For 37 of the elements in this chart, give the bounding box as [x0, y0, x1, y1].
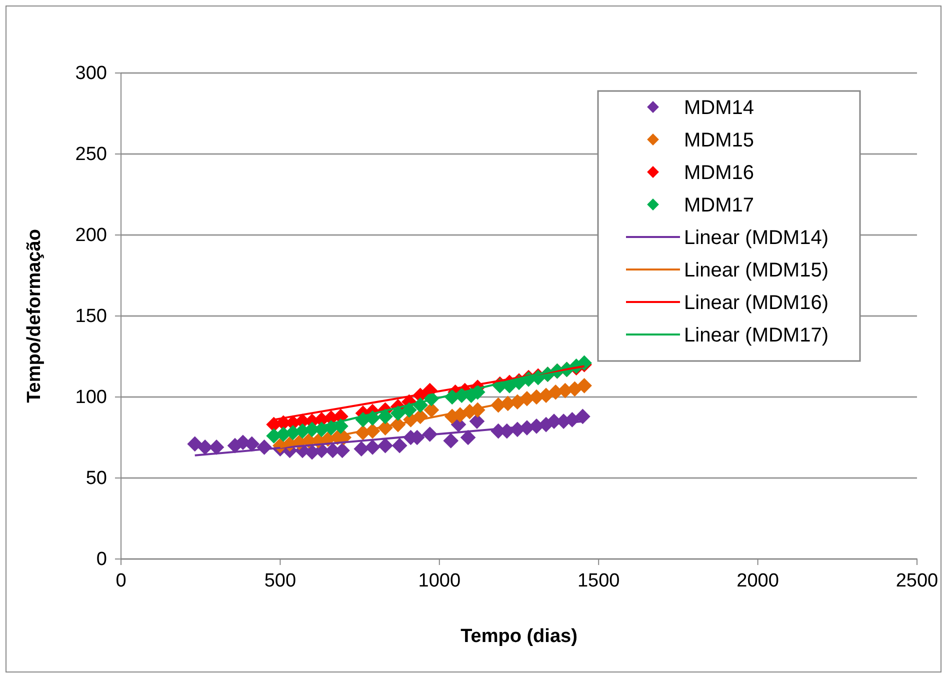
legend-label: MDM15 [684, 130, 754, 152]
point [443, 433, 459, 448]
legend-label: Linear (MDM15) [684, 260, 828, 282]
x-tick-label: 1500 [577, 570, 620, 592]
x-tick-label: 1000 [418, 570, 461, 592]
point [378, 438, 393, 454]
y-tick-label: 100 [75, 387, 107, 408]
point [392, 438, 408, 454]
y-tick-label: 0 [96, 549, 107, 570]
point [197, 440, 213, 455]
y-axis-title: Tempo/deformação [24, 229, 45, 403]
legend-label: Linear (MDM14) [684, 227, 828, 249]
point [424, 402, 440, 418]
y-tick-label: 50 [86, 468, 107, 490]
x-axis-title: Tempo (dias) [460, 626, 578, 647]
point [378, 408, 393, 424]
point [575, 408, 590, 424]
y-tick-label: 200 [75, 225, 107, 246]
x-tick-label: 2000 [736, 570, 779, 592]
legend-label: Linear (MDM16) [684, 292, 828, 314]
legend-label: Linear (MDM17) [684, 324, 828, 346]
point [187, 436, 203, 452]
x-tick-label: 500 [264, 570, 296, 592]
x-tick-label: 2500 [896, 570, 938, 592]
y-tick-label: 250 [75, 144, 107, 166]
legend-label: MDM17 [684, 194, 754, 216]
legend-label: MDM14 [684, 97, 754, 119]
point [354, 441, 370, 457]
legend-label: MDM16 [684, 162, 754, 184]
y-tick-label: 150 [75, 306, 107, 328]
point [364, 440, 380, 455]
point [460, 430, 476, 446]
point [208, 440, 224, 455]
point [333, 418, 348, 434]
x-tick-label: 0 [116, 570, 126, 592]
y-tick-label: 300 [75, 63, 107, 84]
point [576, 378, 592, 394]
